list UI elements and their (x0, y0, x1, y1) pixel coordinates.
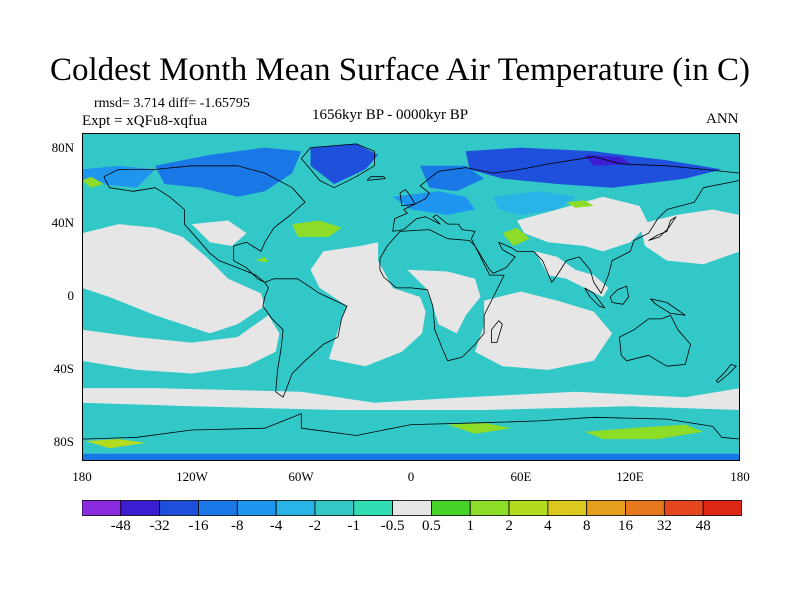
season-label: ANN (706, 111, 739, 127)
neutral-region-asia (517, 196, 649, 252)
colorbar-label: -32 (149, 518, 170, 534)
neutral-region-atlantic (310, 242, 426, 367)
colorbar-label: 0.5 (422, 518, 441, 534)
colorbar-label: -8 (231, 518, 244, 534)
colorbar-box (120, 500, 161, 516)
colorbar-box (353, 500, 393, 516)
coastline-japan (648, 216, 677, 241)
warm-patch-caribbean (255, 256, 269, 263)
neutral-region-north-america (191, 220, 247, 246)
coastline-new-guinea (650, 298, 686, 316)
cold-region-scandinavia (420, 165, 485, 192)
lon-label-120w: 120W (176, 469, 208, 484)
warm-region-alaska-west (82, 176, 104, 188)
warm-region-weddell (447, 422, 512, 434)
period-label: 1656kyr BP - 0000kyr BP (312, 107, 469, 123)
colorbar-box (663, 500, 704, 516)
stats-label: rmsd= 3.714 diff= -1.65795 (94, 96, 250, 111)
lon-label-0: 0 (407, 469, 415, 484)
colorbar-box (82, 500, 122, 516)
colorbar-box (586, 500, 626, 516)
colorbar-label: -0.5 (380, 518, 405, 534)
warm-region-ross-sea (85, 439, 146, 449)
colorbar-box (275, 500, 316, 516)
coastline-sumatra (584, 287, 606, 309)
cool-region-central-asia (493, 191, 576, 215)
colorbar-box (702, 500, 742, 516)
neutral-region-south-pacific (82, 315, 280, 374)
colorbar-box (508, 500, 549, 516)
neutral-region-south-asia (535, 251, 609, 297)
colorbar-label: 8 (582, 518, 591, 534)
neutral-region-west-pacific (639, 209, 740, 265)
colorbar-label: 2 (505, 518, 513, 534)
lon-label-60e: 60E (510, 469, 532, 484)
warm-region-north-atlantic (292, 220, 342, 237)
cold-region-europe (392, 191, 475, 215)
cold-region-greenland (310, 143, 379, 184)
colorbar-box (469, 500, 510, 516)
coastline-madagascar (490, 320, 503, 344)
colorbar-box (198, 500, 238, 516)
lat-label-80s: 80S (53, 434, 74, 449)
warm-region-mongolia (566, 200, 594, 208)
colorbar-box (159, 500, 199, 516)
colorbar-label: 1 (466, 518, 474, 534)
colorbar-box (547, 500, 588, 516)
cold-region-canada (155, 147, 302, 197)
colorbar-label: 4 (544, 518, 552, 534)
lat-label-40s: 40S (53, 361, 74, 376)
lon-label-60w: 60W (288, 469, 314, 484)
coastline-britain (399, 189, 416, 207)
coastline-new-zealand (715, 363, 737, 384)
lat-label-80n: 80N (51, 140, 74, 155)
colorbar-label: -1 (347, 518, 361, 534)
colorbar-box (314, 500, 355, 516)
colorbar-box (392, 500, 432, 516)
warm-region-east-antarctica (584, 424, 704, 440)
neutral-region-africa (407, 269, 481, 334)
lat-label-0: 0 (67, 288, 75, 303)
coastline-antarctica (82, 413, 740, 440)
coastline-iceland (366, 176, 386, 181)
neutral-region-indian-ocean (475, 291, 613, 370)
temperature-map (82, 133, 740, 461)
coastline-greenland (300, 143, 375, 189)
lat-label-40n: 40N (51, 215, 74, 230)
experiment-label: Expt = xQFu8-xqfua (82, 113, 208, 129)
colorbar-label: -2 (308, 518, 322, 534)
coastline-eurasia (392, 156, 740, 294)
cold-band-antarctica (82, 453, 740, 461)
colorbar-label: 32 (656, 518, 672, 534)
coastlines (82, 143, 740, 440)
coastline-australia (619, 314, 691, 367)
warm-region-arabia (502, 227, 530, 246)
lon-label-120e: 120E (616, 469, 644, 484)
map-frame (82, 133, 740, 461)
colorbar-box (431, 500, 471, 516)
colorbar-box (236, 500, 277, 516)
lon-label-180e: 180 (730, 469, 750, 484)
colorbar (82, 500, 742, 516)
coastline-north-america (103, 165, 306, 283)
lon-label-180w: 180 (72, 469, 92, 484)
coastline-borneo (609, 285, 629, 305)
neutral-region-north-pacific (82, 224, 265, 334)
coastline-africa (379, 229, 505, 362)
colorbar-label: 16 (618, 518, 633, 534)
colorbar-label: 48 (695, 518, 711, 534)
cold-region-siberia (465, 147, 722, 188)
neutral-region-southern-ocean (82, 388, 740, 410)
colorbar-box (625, 500, 665, 516)
field-regions (82, 143, 740, 461)
coastline-south-america (262, 278, 348, 398)
chart-title: Coldest Month Mean Surface Air Temperatu… (50, 52, 750, 88)
colorbar-label: -16 (188, 518, 209, 534)
colorbar-label: -48 (110, 518, 131, 534)
colorbar-label: -4 (269, 518, 283, 534)
